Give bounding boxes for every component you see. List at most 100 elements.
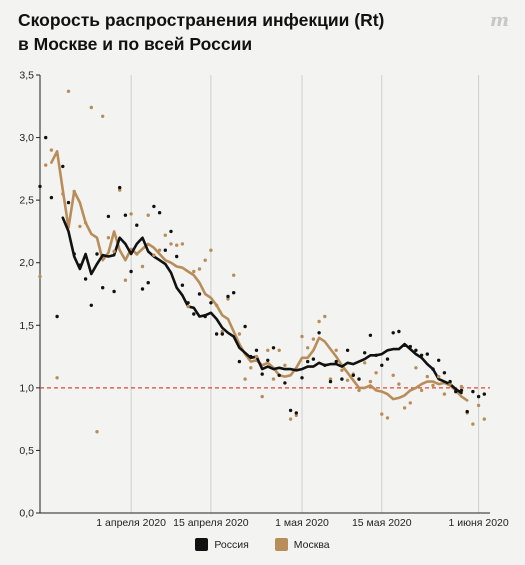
data-point-moscow [135, 252, 139, 256]
data-point-russia [89, 303, 94, 307]
data-point-moscow [323, 314, 327, 319]
data-point-moscow [294, 413, 298, 418]
data-point-russia [431, 367, 435, 371]
data-point-russia [454, 389, 458, 394]
data-point-moscow [357, 388, 361, 393]
meduza-logo: m [489, 10, 509, 31]
data-point-russia [146, 281, 150, 285]
data-point-russia [249, 354, 253, 359]
data-point-moscow [328, 377, 333, 381]
data-point-russia [180, 283, 185, 287]
data-point-moscow [300, 334, 304, 339]
data-point-russia [101, 286, 105, 290]
data-point-moscow [180, 242, 185, 246]
chart-title: Скорость распространения инфекции (Rt) в… [18, 8, 384, 56]
data-point-russia [78, 263, 82, 267]
data-point-moscow [95, 430, 99, 434]
data-point-russia [345, 348, 350, 352]
data-point-moscow [254, 354, 259, 359]
data-point-russia [95, 252, 99, 256]
data-point-russia [351, 373, 355, 377]
data-point-russia [471, 389, 475, 394]
data-point-russia [288, 408, 293, 413]
data-point-moscow [374, 371, 378, 375]
data-point-moscow [408, 401, 412, 405]
data-point-russia [306, 359, 310, 364]
data-point-moscow [186, 304, 190, 309]
data-point-russia [192, 312, 196, 316]
data-point-russia [209, 301, 213, 305]
data-point-russia [334, 359, 338, 364]
data-point-russia [391, 331, 395, 335]
data-point-russia [408, 344, 412, 349]
data-point-moscow [226, 297, 230, 301]
data-point-russia [397, 329, 401, 334]
data-point-moscow [363, 361, 367, 365]
data-point-moscow [72, 189, 76, 194]
data-point-russia [38, 184, 42, 189]
data-point-russia [203, 314, 207, 319]
data-point-moscow [317, 319, 321, 324]
series-line-russia [61, 216, 463, 395]
data-point-russia [197, 292, 202, 296]
data-point-moscow [431, 383, 435, 388]
data-point-moscow [44, 163, 48, 167]
data-point-russia [385, 357, 390, 361]
y-tick-label: 0,0 [19, 508, 34, 520]
data-point-moscow [368, 379, 373, 384]
x-tick-label: 1 апреля 2020 [96, 517, 166, 529]
data-point-moscow [49, 148, 54, 152]
data-point-russia [152, 204, 156, 209]
data-point-moscow [243, 377, 247, 381]
data-point-moscow [220, 329, 224, 334]
data-point-moscow [380, 412, 384, 416]
data-point-russia [357, 377, 361, 381]
data-point-moscow [66, 89, 71, 94]
data-point-moscow [123, 278, 128, 282]
data-point-russia [169, 229, 173, 234]
data-point-moscow [106, 236, 111, 240]
data-point-russia [465, 409, 469, 414]
data-point-moscow [266, 348, 270, 352]
data-point-russia [448, 379, 452, 384]
data-point-moscow [334, 348, 338, 352]
x-tick-label: 1 мая 2020 [275, 517, 329, 529]
data-point-russia [140, 287, 145, 291]
data-point-moscow [271, 377, 276, 381]
data-point-moscow [38, 274, 42, 279]
data-point-russia [476, 394, 481, 399]
y-tick-label: 2,0 [19, 257, 34, 269]
data-point-moscow [118, 188, 122, 192]
y-tick-label: 0,5 [19, 445, 34, 457]
data-point-russia [49, 195, 54, 200]
data-point-moscow [197, 267, 202, 271]
data-point-russia [300, 376, 304, 380]
data-point-russia [459, 388, 464, 393]
data-point-moscow [232, 273, 236, 277]
data-point-russia [135, 223, 139, 227]
data-point-moscow [385, 416, 390, 420]
data-point-moscow [311, 337, 316, 341]
chart-title-line-2: в Москве и по всей России [18, 34, 253, 54]
data-point-moscow [260, 394, 264, 399]
data-point-russia [186, 301, 190, 305]
data-point-russia [220, 332, 224, 336]
data-point-moscow [152, 253, 156, 257]
data-point-moscow [419, 388, 424, 393]
data-point-moscow [442, 392, 447, 396]
y-tick-label: 1,0 [19, 382, 34, 394]
data-point-moscow [476, 403, 481, 408]
data-point-russia [72, 252, 76, 256]
legend-label-russia: Россия [214, 538, 249, 551]
legend-label-moscow: Москва [293, 538, 330, 551]
data-point-moscow [129, 212, 133, 216]
data-point-russia [237, 359, 242, 364]
x-tick-label: 15 апреля 2020 [173, 517, 249, 529]
data-point-moscow [397, 382, 401, 386]
y-tick-label: 3,5 [19, 70, 34, 82]
x-tick-label: 1 июня 2020 [448, 517, 508, 529]
data-point-russia [437, 358, 441, 362]
data-point-moscow [414, 366, 418, 370]
data-point-moscow [402, 406, 407, 410]
